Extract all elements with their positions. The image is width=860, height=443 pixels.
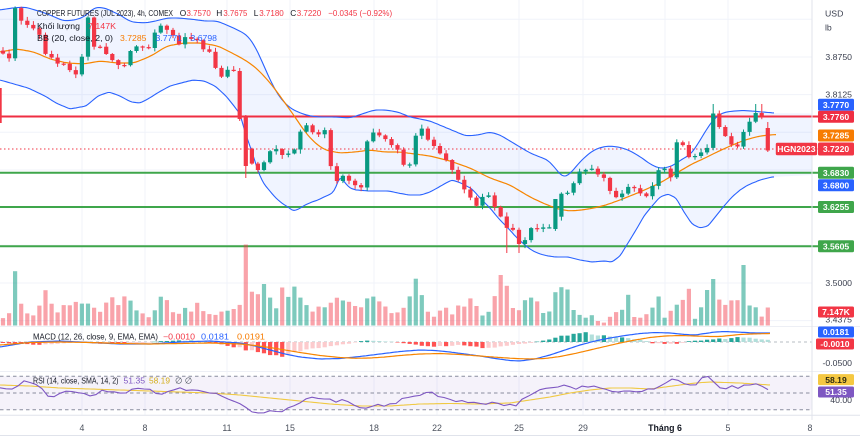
svg-text:Khối lượng: Khối lượng (37, 22, 80, 31)
svg-text:29: 29 (578, 423, 588, 433)
svg-text:8: 8 (143, 423, 148, 433)
svg-text:11: 11 (222, 423, 231, 433)
svg-text:7.147K: 7.147K (822, 307, 851, 317)
svg-text:RSI (14, close, SMA, 14, 2): RSI (14, close, SMA, 14, 2) (33, 377, 119, 386)
svg-text:3.8750: 3.8750 (825, 52, 852, 62)
svg-text:Tháng 6: Tháng 6 (648, 423, 682, 433)
svg-text:3.7285: 3.7285 (823, 131, 850, 141)
svg-text:0.0181: 0.0181 (201, 333, 229, 342)
svg-text:51.35: 51.35 (825, 387, 847, 397)
svg-text:BB (20, close, 2, 0): BB (20, close, 2, 0) (37, 34, 113, 43)
svg-text:HGN2023: HGN2023 (777, 144, 815, 154)
svg-text:0.0181: 0.0181 (823, 327, 850, 337)
svg-text:3.6800: 3.6800 (823, 181, 850, 191)
svg-text:3.7675: 3.7675 (223, 8, 247, 18)
svg-text:18: 18 (369, 423, 379, 433)
svg-text:58.19: 58.19 (825, 375, 847, 385)
svg-text:3.7770: 3.7770 (823, 100, 850, 110)
svg-text:3.4375: 3.4375 (825, 315, 852, 325)
svg-text:C: C (290, 8, 296, 18)
svg-text:−0.0010: −0.0010 (163, 333, 196, 342)
svg-text:lb: lb (825, 23, 832, 33)
svg-text:5: 5 (726, 423, 731, 433)
svg-text:USD: USD (825, 9, 843, 19)
svg-text:3.7570: 3.7570 (187, 8, 212, 18)
svg-text:3.7771: 3.7771 (156, 34, 183, 43)
svg-text:3.7220: 3.7220 (297, 8, 322, 18)
svg-text:O: O (180, 8, 187, 18)
svg-text:MACD (12, 26, close, 9, EMA, E: MACD (12, 26, close, 9, EMA, EMA) (33, 333, 158, 342)
svg-text:3.6830: 3.6830 (823, 168, 850, 178)
svg-text:3.6798: 3.6798 (191, 34, 218, 43)
svg-text:-0.0500: -0.0500 (823, 358, 853, 368)
svg-text:H: H (216, 8, 222, 18)
svg-text:3.8125: 3.8125 (825, 90, 852, 100)
svg-text:-0.0010: -0.0010 (820, 339, 849, 349)
svg-text:4: 4 (80, 423, 85, 433)
svg-text:COPPER FUTURES (JUL 2023), 4h,: COPPER FUTURES (JUL 2023), 4h, COMEX (37, 8, 173, 18)
svg-text:40.00: 40.00 (830, 395, 852, 405)
svg-text:−0.0345 (−0.92%): −0.0345 (−0.92%) (328, 8, 392, 18)
svg-text:58.19: 58.19 (149, 377, 171, 386)
svg-text:3.7220: 3.7220 (823, 144, 850, 154)
svg-text:51.35: 51.35 (124, 377, 146, 386)
svg-text:3.6255: 3.6255 (823, 202, 850, 212)
svg-text:8: 8 (808, 423, 813, 433)
svg-text:25: 25 (514, 423, 524, 433)
svg-text:3.5000: 3.5000 (825, 278, 852, 288)
svg-text:22: 22 (432, 423, 442, 433)
svg-text:3.5605: 3.5605 (823, 242, 850, 252)
svg-text:L: L (254, 8, 259, 18)
svg-text:3.7285: 3.7285 (120, 34, 147, 43)
svg-text:3.7180: 3.7180 (259, 8, 284, 18)
svg-text:7.147K: 7.147K (88, 22, 117, 31)
svg-text:∅ ∅: ∅ ∅ (175, 376, 193, 386)
svg-text:15: 15 (285, 423, 295, 433)
svg-text:3.7760: 3.7760 (823, 112, 850, 122)
svg-text:0.0191: 0.0191 (237, 333, 265, 342)
